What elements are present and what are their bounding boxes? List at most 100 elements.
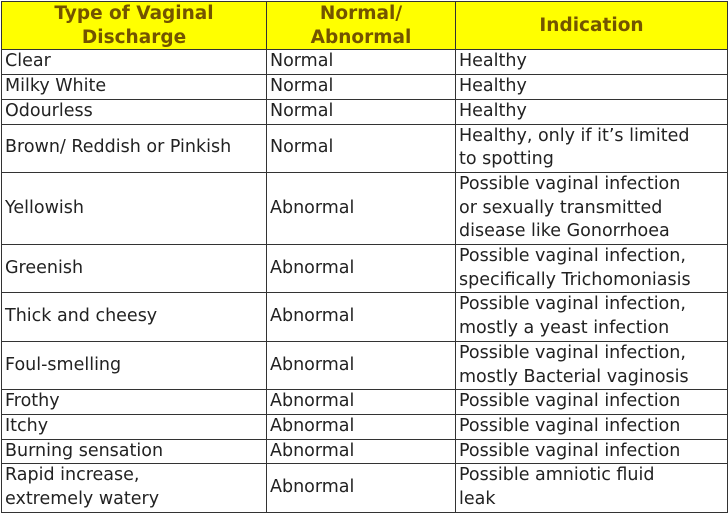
table-row: Rapid increase, extremely watery Abnormal P… xyxy=(1,463,728,513)
table-cell: Greenish xyxy=(1,244,267,294)
table-row: Milky White Normal Healthy xyxy=(1,74,728,100)
cell-line: mostly a yeast infection xyxy=(459,318,670,339)
cell-line: Possible vaginal infection xyxy=(459,173,681,194)
cell-line: Discharge xyxy=(81,26,187,48)
table-cell: Possible vaginal infection, mostly a yeas… xyxy=(455,292,728,342)
cell-line: Indication xyxy=(539,14,644,36)
header-cell: Normal/Abnormal xyxy=(266,0,456,51)
cell-line: Normal xyxy=(270,51,334,72)
cell-line: Healthy xyxy=(459,51,527,72)
cell-line: Thick and cheesy xyxy=(5,306,158,327)
table-cell: Abnormal xyxy=(266,438,456,465)
table-cell: Abnormal xyxy=(266,171,456,246)
table-row: Clear Normal Healthy xyxy=(1,49,728,76)
table-row: Greenish Abnormal Possible vaginal infecti… xyxy=(1,244,728,294)
table-cell: Healthy xyxy=(455,74,728,100)
table-cell: Healthy xyxy=(455,49,728,76)
cell-line: Abnormal xyxy=(310,26,412,48)
table-row: Frothy Abnormal Possible vaginal infection xyxy=(1,389,728,415)
table-cell: Abnormal xyxy=(266,292,456,342)
cell-line: Healthy xyxy=(459,76,527,97)
table-cell: Itchy xyxy=(1,413,267,440)
table-cell: Possible vaginal infection xyxy=(455,413,728,440)
table-cell: Abnormal xyxy=(266,463,456,513)
cell-line: Possible amniotic fluid xyxy=(459,465,655,486)
cell-line: Possible vaginal infection, xyxy=(459,294,686,315)
table-cell: Healthy xyxy=(455,98,728,125)
table-cell: Brown/ Reddish or Pinkish xyxy=(1,123,267,173)
table-cell: Normal xyxy=(266,49,456,76)
cell-line: Greenish xyxy=(5,257,84,278)
table-cell: Normal xyxy=(266,98,456,125)
cell-line: Brown/ Reddish or Pinkish xyxy=(5,137,232,158)
table-cell: Normal xyxy=(266,123,456,173)
table-row: Thick and cheesy Abnormal Possible vaginal… xyxy=(1,292,728,342)
cell-line: specifically Trichomoniasis xyxy=(459,269,691,290)
table-cell: Possible vaginal infection or sexually tr… xyxy=(455,171,728,246)
table-body: Clear Normal Healthy Milky White Normal Healt… xyxy=(1,49,728,513)
header-cell: Type of Vaginal Discharge xyxy=(1,0,267,51)
cell-line: mostly Bacterial vaginosis xyxy=(459,366,689,387)
cell-line: Burning sensation xyxy=(5,440,164,461)
cell-line: Type of Vaginal xyxy=(54,3,214,24)
table-row: Burning sensation Abnormal Possible vagina… xyxy=(1,438,728,465)
table-cell: Possible vaginal infection xyxy=(455,438,728,465)
table-cell: Foul-smelling xyxy=(1,340,267,391)
cell-line: Abnormal xyxy=(270,440,355,461)
cell-line: Abnormal xyxy=(270,257,355,278)
table-row: Yellowish Abnormal Possible vaginal infect… xyxy=(1,171,728,246)
cell-line: Abnormal xyxy=(270,391,355,412)
cell-line: Abnormal xyxy=(270,477,355,498)
cell-line: Normal xyxy=(270,100,334,121)
cell-line: Possible vaginal infection xyxy=(459,415,681,436)
table-cell: Milky White xyxy=(1,74,267,100)
table-cell: Possible vaginal infection xyxy=(455,389,728,415)
cell-line: Possible vaginal infection xyxy=(459,440,681,461)
table-cell: Rapid increase, extremely watery xyxy=(1,463,267,513)
table-cell: Possible amniotic fluid leak xyxy=(455,463,728,513)
table-row: Odourless Normal Healthy xyxy=(1,98,728,125)
cell-line: Normal xyxy=(270,137,334,158)
cell-line: Clear xyxy=(5,51,51,72)
table-cell: Abnormal xyxy=(266,340,456,391)
cell-line: Abnormal xyxy=(270,197,355,218)
cell-line: Possible vaginal infection xyxy=(459,391,681,412)
cell-line: Abnormal xyxy=(270,306,355,327)
table-row: Foul-smelling Abnormal Possible vaginal in… xyxy=(1,340,728,391)
table-cell: Normal xyxy=(266,74,456,100)
cell-line: Abnormal xyxy=(270,354,355,375)
table-cell: Abnormal xyxy=(266,413,456,440)
table-cell: Possible vaginal infection, mostly Bacter… xyxy=(455,340,728,391)
cell-line: Foul-smelling xyxy=(5,354,122,375)
cell-line: Healthy xyxy=(459,100,527,121)
header-cell: Indication xyxy=(455,0,728,51)
cell-line: Yellowish xyxy=(5,197,84,218)
table-cell: Yellowish xyxy=(1,171,267,246)
cell-line: Normal/ xyxy=(319,3,403,24)
table-cell: Healthy, only if it’s limited to spotting xyxy=(455,123,728,173)
cell-line: Abnormal xyxy=(270,415,355,436)
cell-line: Possible vaginal infection, xyxy=(459,342,686,363)
cell-line: Frothy xyxy=(5,391,60,412)
cell-line: extremely watery xyxy=(5,489,160,510)
table-row: Itchy Abnormal Possible vaginal infection xyxy=(1,413,728,440)
table-cell: Frothy xyxy=(1,389,267,415)
cell-line: Itchy xyxy=(5,415,49,436)
table-cell: Possible vaginal infection, specifically … xyxy=(455,244,728,294)
table-cell: Thick and cheesy xyxy=(1,292,267,342)
table-cell: Odourless xyxy=(1,98,267,125)
table-row: Brown/ Reddish or Pinkish Normal Healthy, … xyxy=(1,123,728,173)
cell-line: disease like Gonorrhoea xyxy=(459,221,670,242)
cell-line: Milky White xyxy=(5,76,107,97)
cell-line: or sexually transmitted xyxy=(459,197,663,218)
cell-line: leak xyxy=(459,489,496,510)
cell-line: Healthy, only if it’s limited xyxy=(459,125,690,146)
cell-line: Odourless xyxy=(5,100,93,121)
table-cell: Abnormal xyxy=(266,244,456,294)
header-row: Type of Vaginal Discharge Normal/Abnormal I… xyxy=(1,0,728,51)
table-cell: Clear xyxy=(1,49,267,76)
cell-line: to spotting xyxy=(459,149,554,170)
cell-line: Possible vaginal infection, xyxy=(459,246,686,267)
cell-line: Rapid increase, xyxy=(5,465,140,486)
